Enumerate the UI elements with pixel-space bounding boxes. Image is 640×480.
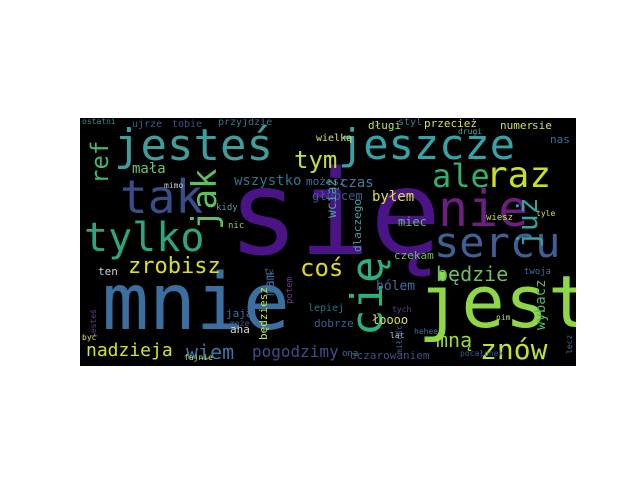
word-przeciez: przecież [424,118,477,130]
word-dlugi: długi [368,119,402,132]
word-zrobisz: zrobisz [128,254,221,279]
word-kidy: kidy [216,203,238,213]
word-tobie: tobie [172,119,203,130]
word-cos: coś [300,254,344,282]
word-wiem: wiem [186,340,235,364]
word-moze: może [230,319,250,328]
word-bedziesz: będziesz [257,287,270,340]
word-cloud: się mnie jest jesteś jeszcze tak tylko n… [80,118,576,366]
word-wszystko: wszystko [234,173,302,189]
word-wciaz: wciąż [325,178,340,218]
word-miec: miec [398,215,427,229]
word-ty: ty [264,267,274,276]
word-raz: raz [486,155,552,196]
word-tyle: tyle [536,209,556,218]
word-byc: być [82,333,97,342]
word-fajnie: fajnie [184,353,213,362]
word-numer: numer [500,119,534,132]
word-ujrze: ujrze [132,119,163,130]
word-glupcem: głupcem [312,189,363,203]
word-bedzie: będzie [436,262,509,286]
word-lat: lat [390,331,405,340]
word-lecz: lecz [565,334,574,354]
word-czas: czas [340,175,374,191]
word-ten: ten [98,265,118,278]
word-aha: aha [230,323,250,336]
word-wiesz: wiesz [486,213,514,223]
word-dobrze: dobrze [314,317,354,330]
word-nie: nie [438,180,529,238]
word-wielka: wielką [316,133,353,144]
word-hehee: hehee [414,327,439,336]
word-jestes: jesteś [114,120,273,171]
word-nas: nas [550,133,570,146]
word-czekam: czekam [394,249,434,262]
word-lepiej: lepiej [308,303,345,314]
word-jaja: jaja [226,307,253,320]
word-nadzieja: nadzieja [86,340,173,361]
word-znow: znów [480,333,548,366]
word-ostatni: ostatni [82,118,116,126]
word-mnie: mnie [102,258,290,348]
word-jak: jak [185,168,225,230]
word-potem: potem [285,276,295,304]
word-mozesz: możesz [306,175,346,188]
word-tym: tym [294,146,338,174]
word-styl: styl [398,118,423,128]
word-nim: nim [496,313,511,322]
word-mala: mała [132,161,166,177]
word-oczarowaniem: oczarowaniem [350,349,430,362]
word-dlaczego: dlaczego [351,199,364,252]
word-sercu: sercu [434,218,561,267]
word-bolem: bólem [376,279,416,294]
word-sie: się [228,144,442,282]
word-bylem: byłem [372,189,415,205]
word-pocalunek: pocałunek [460,349,504,358]
word-nic: nic [228,221,245,231]
word-tylko: tylko [84,215,205,261]
word-drugi: drugi [458,127,483,136]
word-ref: ref [86,140,114,184]
word-tych: tych [392,305,412,314]
word-ona: ona [342,349,359,359]
word-twoja: twoja [524,267,552,277]
word-mimo: mimo [164,181,184,190]
word-mna: mną [436,328,473,352]
word-przyjdzie: przyjdzie [218,118,273,128]
word-milosci: miłości [395,320,404,354]
word-jeszcze: jeszcze [338,120,516,169]
word-ale: ale [432,157,490,195]
word-juz: już [511,197,544,248]
word-wybacz: wybacz [533,279,549,330]
word-sie-small: sie [532,119,552,132]
word-tak: tak [120,170,204,224]
word-loooo: łoooo [372,313,409,327]
word-jest: jest [418,260,576,344]
word-pogodzimy: pogodzimy [252,342,339,361]
